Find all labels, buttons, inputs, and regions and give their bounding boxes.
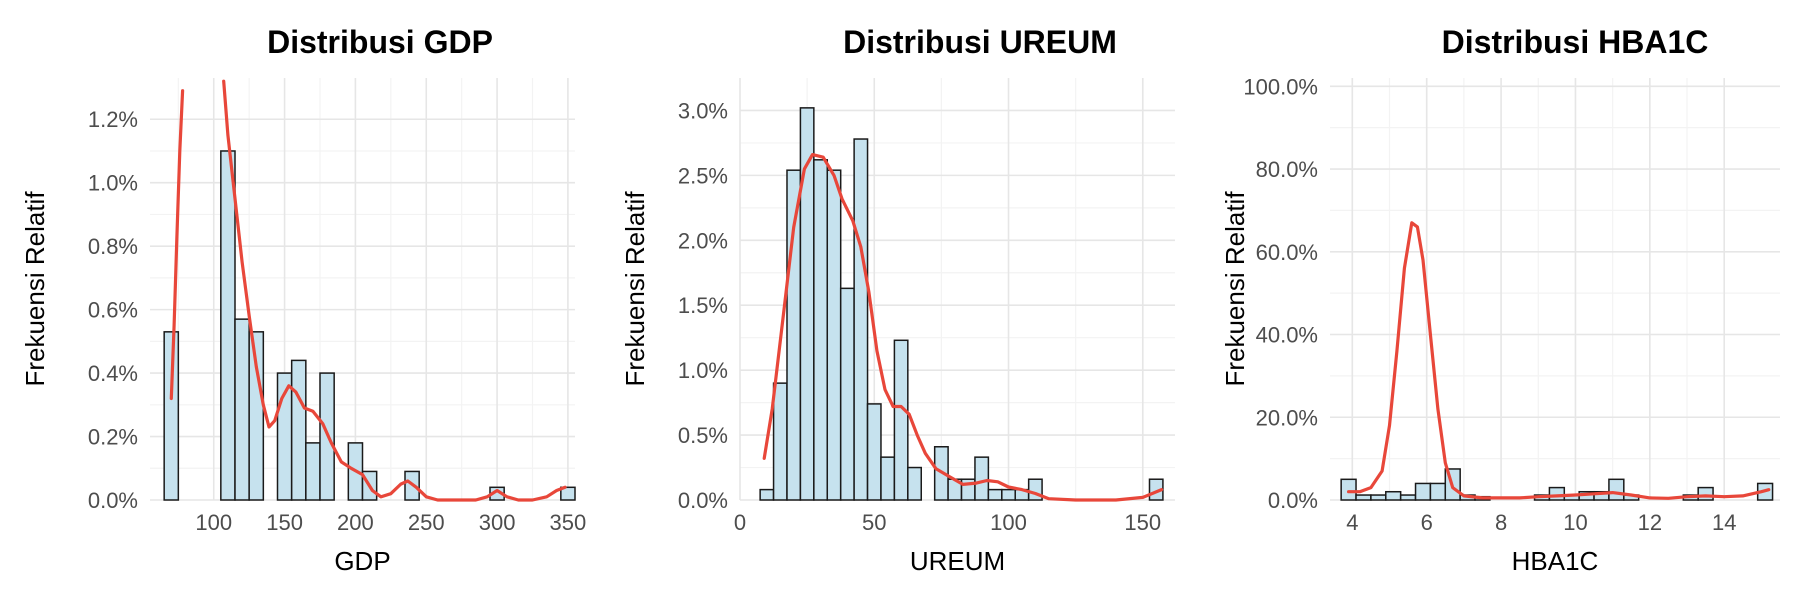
y-tick-label: 2.5%: [678, 163, 728, 188]
histogram-bar: [1399, 494, 1417, 501]
y-tick-label: 0.8%: [88, 234, 138, 259]
y-tick-label: 0.4%: [88, 361, 138, 386]
y-axis-label: Frekuensi Relatif: [1220, 191, 1250, 387]
x-tick-label: 350: [550, 510, 587, 535]
histogram-bar: [1355, 494, 1372, 501]
histogram-bar: [1429, 482, 1447, 501]
histogram-bar: [305, 442, 321, 501]
y-tick-label: 100.0%: [1243, 74, 1318, 99]
histogram-bar: [772, 382, 788, 501]
histogram-bar: [1385, 490, 1402, 501]
histogram-bar: [974, 456, 990, 501]
x-tick-label: 300: [479, 510, 516, 535]
histogram-bar: [839, 287, 855, 501]
x-tick-label: 150: [266, 510, 303, 535]
histogram-bar: [853, 138, 869, 501]
density-line: [222, 79, 567, 502]
chart-svg-ureum: 0.0% 0.5% 1.0% 1.5% 2.0% 2.5% 3.0% 0 50 100 150 URE…: [620, 78, 1175, 576]
chart-title: Distribusi HBA1C: [1441, 24, 1709, 60]
x-tick-label: 150: [1124, 510, 1161, 535]
histogram-bar: [1001, 488, 1016, 501]
y-axis-label: Frekuensi Relatif: [620, 191, 650, 387]
x-tick-label: 200: [337, 510, 374, 535]
chart-svg-gdp: 0.0% 0.2% 0.4% 0.6% 0.8% 1.0% 1.2% 100 150 200 250…: [20, 78, 587, 576]
chart-panel-hba1c: Distribusi HBA1C 0.0% 20.0% 40.0% 60.0% 80.0…: [1200, 0, 1800, 600]
histogram-bar: [826, 169, 842, 501]
density-line: [169, 89, 185, 401]
y-axis-label: Frekuensi Relatif: [20, 191, 50, 387]
y-tick-label: 0.2%: [88, 425, 138, 450]
histogram-bar: [234, 318, 250, 501]
histogram-bar: [759, 488, 775, 501]
y-tick-label: 2.0%: [678, 228, 728, 253]
x-tick-label: 4: [1346, 510, 1358, 535]
chart-title: Distribusi UREUM: [843, 24, 1117, 60]
x-tick-label: 10: [1563, 510, 1587, 535]
x-tick-label: 12: [1638, 510, 1662, 535]
y-tick-label: 0.0%: [88, 488, 138, 513]
histogram-bar: [290, 359, 307, 501]
x-tick-label: 14: [1712, 510, 1736, 535]
histogram-bar: [163, 331, 180, 501]
x-tick-label: 6: [1421, 510, 1433, 535]
histogram-bar: [1370, 494, 1387, 501]
histogram-bar: [880, 456, 896, 501]
y-tick-label: 3.0%: [678, 98, 728, 123]
density-line: [762, 153, 1164, 502]
histogram-bar: [987, 488, 1003, 501]
density-line: [1347, 221, 1771, 500]
x-tick-label: 100: [195, 510, 232, 535]
x-axis-label: GDP: [334, 546, 390, 576]
x-tick-label: 0: [734, 510, 746, 535]
histogram-bar: [893, 339, 909, 501]
y-tick-label: 1.5%: [678, 293, 728, 318]
y-tick-label: 60.0%: [1256, 240, 1318, 265]
histogram-bar: [248, 331, 265, 501]
chart-panel-gdp: Distribusi GDP 0.0% 0.2% 0.4% 0.6% 0.8% 1.0% 1…: [0, 0, 600, 600]
y-tick-label: 1.0%: [88, 171, 138, 196]
y-tick-label: 1.2%: [88, 107, 138, 132]
histogram-bar: [1414, 482, 1432, 501]
chart-svg-hba1c: 0.0% 20.0% 40.0% 60.0% 80.0% 100.0% 4 6 8 10 12 14 H…: [1220, 74, 1780, 576]
y-tick-label: 20.0%: [1256, 405, 1318, 430]
histogram-bar: [560, 486, 576, 501]
x-tick-label: 50: [862, 510, 886, 535]
y-tick-label: 0.0%: [678, 488, 728, 513]
x-tick-label: 100: [990, 510, 1027, 535]
x-tick-label: 8: [1495, 510, 1507, 535]
histogram-bar: [907, 466, 922, 501]
y-tick-label: 40.0%: [1256, 323, 1318, 348]
histogram-bar: [813, 159, 829, 501]
y-tick-label: 0.5%: [678, 423, 728, 448]
histogram-bar: [1608, 478, 1625, 501]
y-tick-label: 1.0%: [678, 358, 728, 383]
x-axis-label: UREUM: [910, 546, 1005, 576]
histogram-bar: [866, 403, 882, 501]
chart-panel-ureum: Distribusi UREUM 0.0% 0.5% 1.0% 1.5% 2.0% 2.5…: [600, 0, 1200, 600]
histogram-bar: [220, 150, 236, 501]
x-axis-label: HBA1C: [1512, 546, 1599, 576]
chart-title: Distribusi GDP: [267, 24, 493, 60]
histogram-bar: [1697, 486, 1714, 501]
histogram-bar: [1340, 478, 1357, 501]
y-tick-label: 80.0%: [1256, 157, 1318, 182]
y-tick-label: 0.0%: [1268, 488, 1318, 513]
histogram-bar: [1548, 486, 1566, 501]
x-tick-label: 250: [408, 510, 445, 535]
y-tick-label: 0.6%: [88, 298, 138, 323]
